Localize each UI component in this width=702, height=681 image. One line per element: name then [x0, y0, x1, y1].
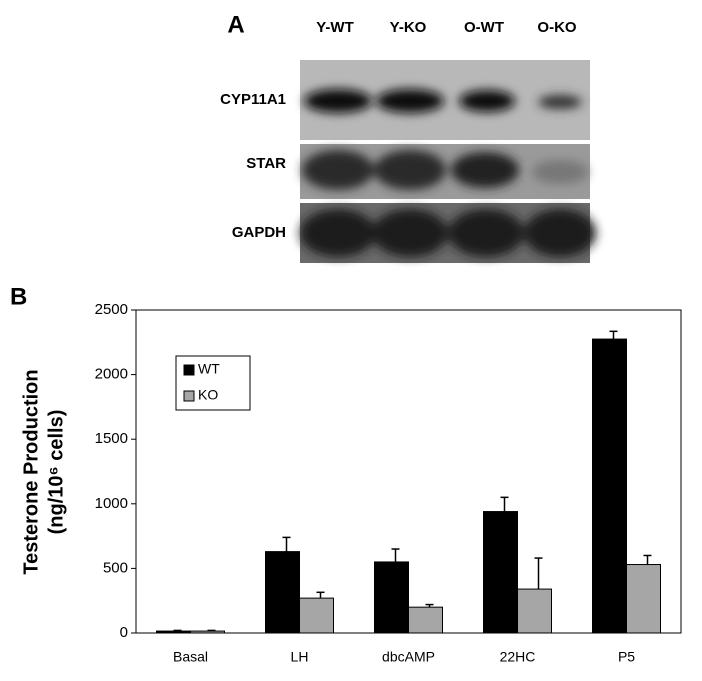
error-bar — [282, 536, 291, 552]
lane-label: O-WT — [464, 19, 504, 36]
y-tick-label: 500 — [103, 559, 128, 576]
band — [448, 209, 524, 257]
band — [372, 209, 448, 257]
error-bar — [391, 548, 400, 562]
y-tick-label: 2000 — [95, 366, 128, 383]
bar — [626, 564, 661, 634]
bar — [374, 561, 409, 634]
band — [304, 89, 372, 113]
bar — [190, 630, 225, 634]
lane-label: O-KO — [537, 19, 576, 36]
x-tick-label: 22HC — [500, 649, 536, 665]
blot — [300, 60, 596, 263]
row-label: GAPDH — [232, 224, 286, 241]
x-tick-label: dbcAMP — [382, 649, 435, 665]
y-axis-title: Testerone Production — [20, 369, 42, 574]
bar — [299, 597, 334, 634]
bar — [592, 338, 627, 634]
bar — [483, 511, 518, 634]
band — [376, 89, 444, 113]
y-tick-label: 2500 — [95, 301, 128, 318]
y-tick-label: 1000 — [95, 495, 128, 512]
error-bar — [316, 591, 325, 599]
error-bar — [425, 603, 434, 608]
panel-label: B — [10, 283, 27, 310]
error-bar — [207, 629, 216, 632]
x-tick-label: P5 — [618, 649, 635, 665]
legend-swatch — [183, 364, 195, 376]
error-bar — [173, 629, 182, 632]
error-bar — [643, 554, 652, 565]
band — [459, 90, 515, 112]
lane-label: Y-WT — [316, 19, 354, 36]
x-tick-label: Basal — [173, 649, 208, 665]
band — [300, 209, 376, 257]
legend-label: KO — [198, 387, 218, 403]
band — [374, 150, 446, 190]
band — [524, 209, 596, 257]
band — [451, 152, 519, 188]
legend-label: WT — [198, 361, 220, 377]
row-label: STAR — [246, 155, 286, 172]
error-bar — [609, 330, 618, 340]
bar — [517, 588, 552, 634]
lane-label: Y-KO — [390, 19, 427, 36]
error-bar — [500, 496, 509, 512]
legend-swatch — [183, 390, 195, 402]
error-bar — [534, 557, 543, 590]
y-tick-label: 1500 — [95, 430, 128, 447]
panel-label: A — [227, 11, 244, 38]
band — [302, 150, 374, 190]
x-tick-label: LH — [291, 649, 309, 665]
bar — [156, 630, 191, 634]
row-label: CYP11A1 — [220, 91, 286, 108]
y-tick-label: 0 — [120, 624, 128, 641]
band — [532, 160, 588, 184]
band — [538, 95, 582, 109]
y-axis-units: (ng/10⁶ cells) — [45, 410, 67, 535]
bar — [408, 606, 443, 634]
bar — [265, 551, 300, 634]
